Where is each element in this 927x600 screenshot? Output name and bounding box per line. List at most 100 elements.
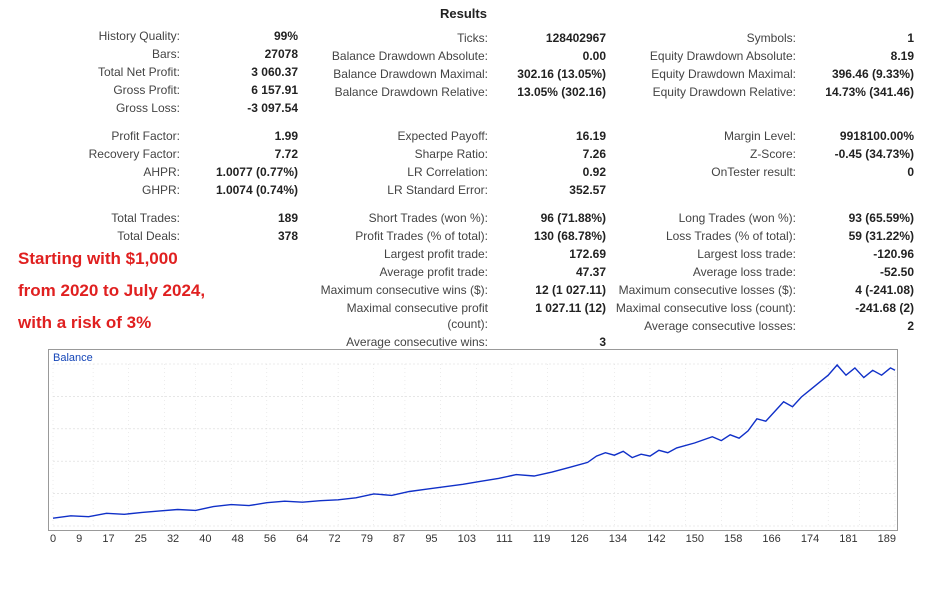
- balance-chart-title: Balance: [53, 352, 93, 364]
- stat-value: 128402967: [496, 30, 606, 46]
- xaxis-tick: 126: [570, 533, 588, 545]
- stat-row: Average loss trade:-52.50: [614, 263, 914, 281]
- xaxis-tick: 119: [533, 533, 551, 545]
- stat-label: Maximal consecutive loss (count):: [614, 300, 804, 316]
- stat-row: Ticks:128402967: [306, 29, 606, 47]
- stat-value: 7.72: [188, 146, 298, 162]
- stat-value: -3 097.54: [188, 100, 298, 116]
- stats-col-1: History Quality:99%Bars:27078Total Net P…: [18, 27, 298, 117]
- stat-row: Equity Drawdown Absolute:8.19: [614, 47, 914, 65]
- stat-label: Gross Loss:: [18, 100, 188, 116]
- stat-row: Profit Factor:1.99: [18, 127, 298, 145]
- xaxis-tick: 0: [50, 533, 56, 545]
- stat-value: 3: [496, 334, 606, 350]
- stat-value: -241.68 (2): [804, 300, 914, 316]
- stat-value: 302.16 (13.05%): [496, 66, 606, 82]
- stat-row: OnTester result:0: [614, 163, 914, 181]
- stat-value: 1: [804, 30, 914, 46]
- stat-label: Total Trades:: [18, 210, 188, 226]
- stat-value: 396.46 (9.33%): [804, 66, 914, 82]
- stat-row: Expected Payoff:16.19: [306, 127, 606, 145]
- stat-row: Equity Drawdown Relative:14.73% (341.46): [614, 83, 914, 101]
- stat-row: Balance Drawdown Maximal:302.16 (13.05%): [306, 65, 606, 83]
- stat-row: AHPR:1.0077 (0.77%): [18, 163, 298, 181]
- balance-chart-xaxis: 0917253240485664727987951031111191261341…: [48, 531, 898, 545]
- stat-label: Maximal consecutive profit (count):: [306, 300, 496, 332]
- stat-row: Z-Score:-0.45 (34.73%): [614, 145, 914, 163]
- stats-col-3c: Long Trades (won %):93 (65.59%)Loss Trad…: [614, 209, 914, 351]
- stat-value: 8.19: [804, 48, 914, 64]
- stat-label: GHPR:: [18, 182, 188, 198]
- stat-row: Maximal consecutive profit (count):1 027…: [306, 299, 606, 333]
- stat-label: Equity Drawdown Relative:: [614, 84, 804, 100]
- stat-label: Largest loss trade:: [614, 246, 804, 262]
- stat-row: Short Trades (won %):96 (71.88%): [306, 209, 606, 227]
- stat-label: Equity Drawdown Maximal:: [614, 66, 804, 82]
- xaxis-tick: 9: [76, 533, 82, 545]
- stat-row: LR Correlation:0.92: [306, 163, 606, 181]
- xaxis-tick: 111: [496, 533, 513, 545]
- stat-row: Average consecutive losses:2: [614, 317, 914, 335]
- xaxis-tick: 40: [199, 533, 211, 545]
- stat-label: Short Trades (won %):: [306, 210, 496, 226]
- xaxis-tick: 189: [878, 533, 896, 545]
- stat-label: Loss Trades (% of total):: [614, 228, 804, 244]
- stat-value: 14.73% (341.46): [804, 84, 914, 100]
- stat-value: 47.37: [496, 264, 606, 280]
- xaxis-tick: 17: [102, 533, 114, 545]
- stat-value: 0.92: [496, 164, 606, 180]
- stat-row: Total Trades:189: [18, 209, 298, 227]
- stat-label: Largest profit trade:: [306, 246, 496, 262]
- stat-label: Profit Trades (% of total):: [306, 228, 496, 244]
- stat-row: LR Standard Error:352.57: [306, 181, 606, 199]
- stat-value: 189: [188, 210, 298, 226]
- stat-label: Balance Drawdown Relative:: [306, 84, 496, 100]
- stat-value: 2: [804, 318, 914, 334]
- stat-row: GHPR:1.0074 (0.74%): [18, 181, 298, 199]
- stat-row: Recovery Factor:7.72: [18, 145, 298, 163]
- stat-label: LR Standard Error:: [306, 182, 496, 198]
- stat-label: Expected Payoff:: [306, 128, 496, 144]
- stat-value: 9918100.00%: [804, 128, 914, 144]
- xaxis-tick: 166: [762, 533, 780, 545]
- stat-value: -52.50: [804, 264, 914, 280]
- stats-col-2b: Expected Payoff:16.19Sharpe Ratio:7.26LR…: [306, 127, 606, 199]
- stat-label: Balance Drawdown Maximal:: [306, 66, 496, 82]
- xaxis-tick: 25: [135, 533, 147, 545]
- xaxis-tick: 174: [801, 533, 819, 545]
- stat-label: Sharpe Ratio:: [306, 146, 496, 162]
- stat-label: Profit Factor:: [18, 128, 188, 144]
- stat-value: 0.00: [496, 48, 606, 64]
- stat-label: Margin Level:: [614, 128, 804, 144]
- xaxis-tick: 142: [647, 533, 665, 545]
- balance-chart: Balance 41803512284421761508839: [48, 349, 898, 531]
- stat-value: -120.96: [804, 246, 914, 262]
- stat-value: 352.57: [496, 182, 606, 198]
- stat-row: Sharpe Ratio:7.26: [306, 145, 606, 163]
- stat-label: Total Net Profit:: [18, 64, 188, 80]
- stat-row: Balance Drawdown Absolute:0.00: [306, 47, 606, 65]
- stat-label: Bars:: [18, 46, 188, 62]
- stat-label: Maximum consecutive losses ($):: [614, 282, 804, 298]
- stat-value: 13.05% (302.16): [496, 84, 606, 100]
- stat-value: 96 (71.88%): [496, 210, 606, 226]
- stat-label: Total Deals:: [18, 228, 188, 244]
- stat-row: Long Trades (won %):93 (65.59%): [614, 209, 914, 227]
- stat-row: [614, 181, 914, 183]
- stat-value: 3 060.37: [188, 64, 298, 80]
- stat-label: Recovery Factor:: [18, 146, 188, 162]
- results-title: Results: [8, 6, 919, 21]
- stat-row: Total Net Profit:3 060.37: [18, 63, 298, 81]
- stat-label: LR Correlation:: [306, 164, 496, 180]
- stat-row: Gross Profit:6 157.91: [18, 81, 298, 99]
- stat-row: Balance Drawdown Relative:13.05% (302.16…: [306, 83, 606, 101]
- stat-label: Average profit trade:: [306, 264, 496, 280]
- stat-label: Ticks:: [306, 30, 496, 46]
- balance-chart-svg: [49, 350, 899, 530]
- stat-value: 6 157.91: [188, 82, 298, 98]
- stat-row: Loss Trades (% of total):59 (31.22%): [614, 227, 914, 245]
- stat-row: Largest loss trade:-120.96: [614, 245, 914, 263]
- xaxis-tick: 95: [425, 533, 437, 545]
- stat-row: Largest profit trade:172.69: [306, 245, 606, 263]
- stat-row: Maximum consecutive losses ($):4 (-241.0…: [614, 281, 914, 299]
